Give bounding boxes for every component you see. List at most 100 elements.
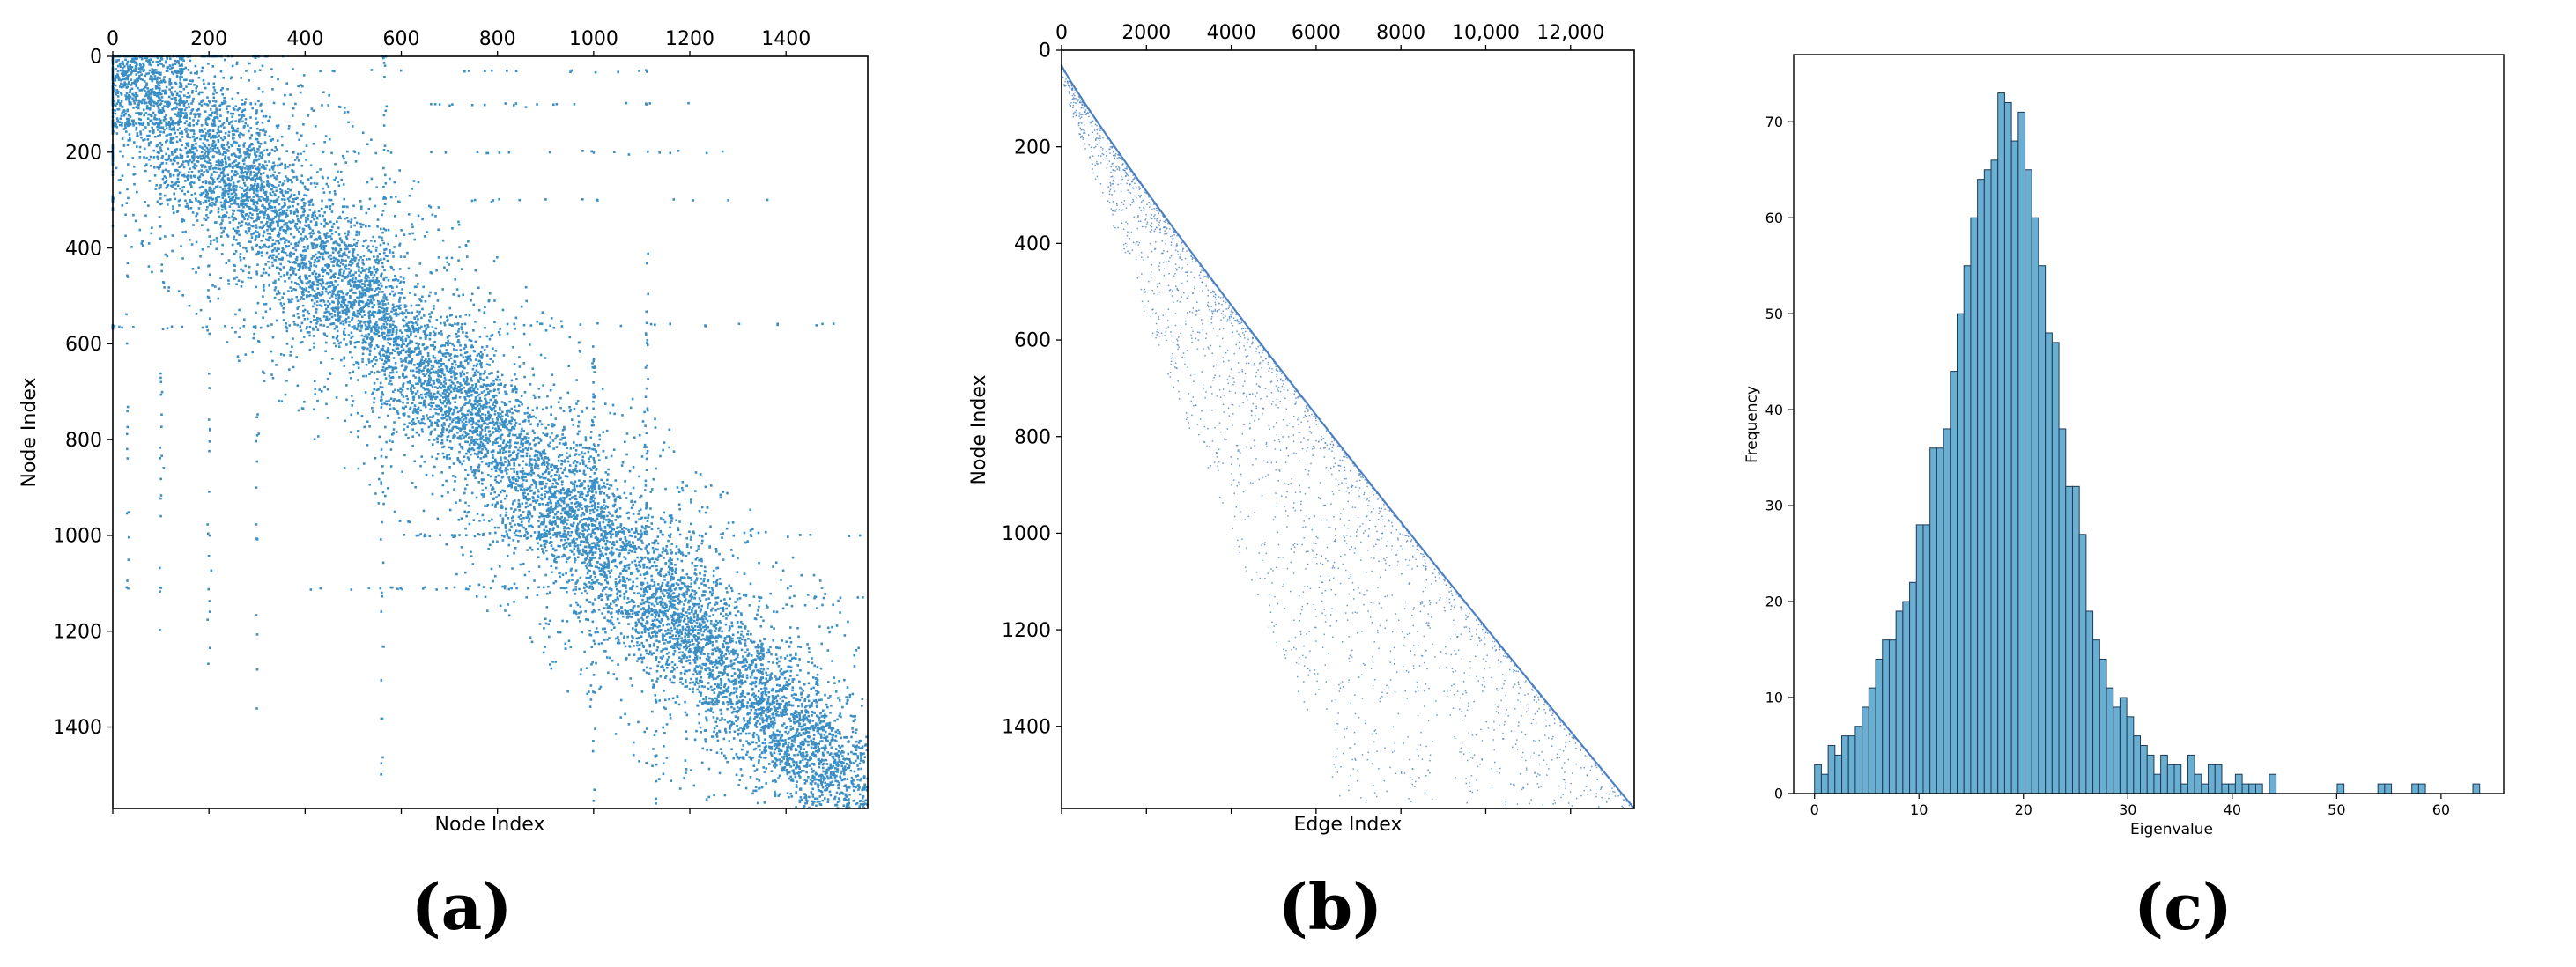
adjacency-point [303, 258, 306, 261]
adjacency-point [525, 454, 529, 458]
adjacency-point [228, 163, 232, 166]
adjacency-point [502, 425, 505, 428]
adjacency-point [406, 334, 409, 337]
adjacency-point [437, 206, 440, 209]
adjacency-point [256, 202, 259, 205]
adjacency-point [431, 455, 433, 459]
adjacency-point [263, 141, 267, 144]
adjacency-point [347, 255, 350, 259]
adjacency-point [263, 217, 266, 219]
adjacency-point [255, 117, 257, 120]
adjacency-point [144, 92, 148, 96]
adjacency-point [369, 314, 372, 316]
adjacency-point [522, 362, 526, 365]
adjacency-point [478, 410, 481, 413]
adjacency-point [335, 344, 337, 348]
adjacency-point [391, 307, 395, 310]
adjacency-point [399, 276, 403, 278]
adjacency-point [369, 299, 373, 302]
adjacency-point [349, 260, 352, 262]
adjacency-point [205, 132, 208, 135]
adjacency-point [406, 328, 410, 332]
adjacency-point [174, 181, 177, 185]
adjacency-point [529, 454, 531, 458]
adjacency-point [133, 80, 137, 83]
adjacency-point [170, 151, 174, 154]
adjacency-point [476, 410, 479, 413]
adjacency-point [227, 177, 231, 181]
adjacency-point [404, 305, 408, 308]
adjacency-point [426, 368, 430, 371]
adjacency-point [235, 63, 239, 66]
adjacency-point [464, 345, 468, 348]
adjacency-point [340, 300, 344, 304]
adjacency-point [432, 402, 435, 404]
adjacency-point [406, 343, 410, 346]
adjacency-point [318, 275, 321, 278]
adjacency-point [327, 235, 330, 238]
adjacency-point [385, 299, 389, 301]
adjacency-point [268, 236, 270, 240]
adjacency-point [326, 266, 329, 269]
adjacency-point [476, 438, 479, 441]
adjacency-point [347, 316, 350, 319]
adjacency-point [459, 430, 462, 432]
adjacency-point [455, 332, 458, 336]
adjacency-point [289, 179, 292, 181]
adjacency-point [181, 132, 184, 135]
adjacency-point [418, 380, 422, 383]
adjacency-point [145, 84, 148, 86]
adjacency-point [392, 268, 396, 271]
adjacency-point [270, 194, 273, 197]
adjacency-point [139, 64, 142, 67]
adjacency-point [194, 64, 197, 68]
adjacency-point [463, 455, 466, 458]
adjacency-point [134, 64, 137, 68]
adjacency-point [491, 443, 494, 446]
adjacency-point [529, 416, 532, 418]
adjacency-point [359, 321, 363, 323]
adjacency-point [523, 472, 527, 476]
adjacency-point [381, 331, 384, 335]
adjacency-point [155, 69, 158, 71]
adjacency-point [148, 58, 151, 62]
adjacency-point [380, 275, 382, 278]
adjacency-point [487, 401, 491, 404]
adjacency-point [413, 407, 416, 410]
adjacency-point [480, 452, 484, 454]
adjacency-point [259, 151, 262, 155]
adjacency-point [161, 126, 165, 129]
adjacency-point [165, 152, 167, 156]
adjacency-point [163, 175, 167, 178]
adjacency-point [446, 415, 448, 417]
adjacency-point [456, 410, 460, 414]
adjacency-point [462, 460, 465, 462]
adjacency-point [366, 420, 369, 424]
adjacency-point [402, 343, 404, 345]
adjacency-point [289, 266, 292, 269]
adjacency-point [337, 250, 341, 254]
adjacency-point [440, 434, 443, 438]
adjacency-point [373, 331, 375, 335]
adjacency-point [501, 475, 505, 478]
adjacency-point [177, 181, 180, 184]
adjacency-point [192, 119, 195, 122]
adjacency-point [139, 78, 143, 80]
adjacency-point [242, 216, 246, 219]
adjacency-point [441, 288, 445, 291]
adjacency-point [504, 413, 507, 417]
adjacency-point [278, 292, 281, 295]
adjacency-point [404, 337, 408, 341]
adjacency-point [151, 99, 154, 102]
adjacency-point [264, 238, 268, 241]
adjacency-point [169, 138, 173, 142]
adjacency-point [494, 460, 498, 462]
adjacency-point [350, 288, 353, 292]
adjacency-point [297, 264, 300, 268]
adjacency-point [372, 245, 374, 248]
adjacency-point [350, 225, 352, 228]
adjacency-point [204, 157, 206, 159]
adjacency-point [238, 175, 241, 178]
adjacency-point [374, 332, 377, 336]
adjacency-point [422, 369, 425, 372]
